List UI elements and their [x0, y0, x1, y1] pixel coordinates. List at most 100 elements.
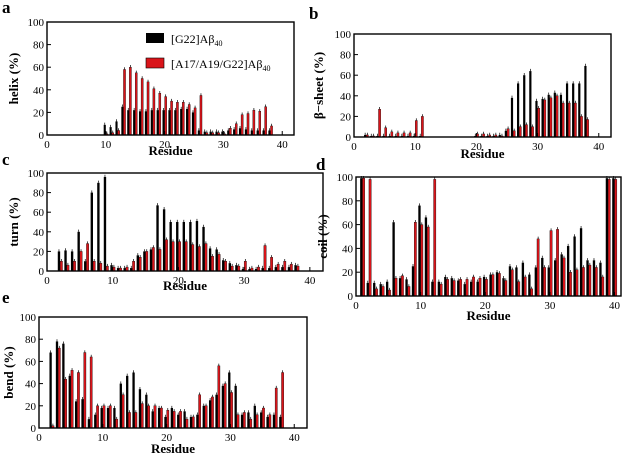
bar-d-s1-r1	[360, 178, 363, 296]
bar-e-s1-r37	[272, 414, 276, 428]
ytick-label-d-100: 100	[337, 172, 354, 184]
bar-e-s1-r36	[266, 416, 269, 428]
bar-d-s1-r31	[554, 260, 557, 296]
bar-d-s2-r25	[517, 281, 521, 297]
bar-a-s1-r23	[180, 109, 183, 135]
legend: [G22]Aβ40 [A17/A19/G22]Aβ40	[145, 32, 270, 73]
bar-e-s1-r32	[240, 414, 244, 428]
bar-e-s1-r26	[202, 405, 205, 428]
bar-b-s2-r5	[384, 127, 387, 138]
bar-e-s2-r5	[70, 370, 74, 429]
bar-c-s2-r4	[73, 261, 76, 272]
bar-e-s2-r19	[160, 407, 163, 429]
bar-a-s1-r35	[250, 130, 253, 135]
bar-d-s1-r2	[366, 282, 369, 296]
ytick-label-a-60: 60	[33, 62, 45, 74]
bar-e-s1-r23	[183, 411, 186, 428]
bar-d-s1-r30	[547, 267, 550, 296]
bar-e-s2-r30	[230, 392, 233, 429]
bar-b-s1-r2	[364, 134, 367, 137]
bar-c-s2-r38	[296, 265, 300, 272]
bar-d-s1-r12	[431, 281, 434, 296]
bar-d-s1-r10	[418, 205, 421, 296]
bar-d-s1-r15	[450, 278, 453, 296]
bar-c-s2-r5	[79, 251, 83, 272]
bar-e-s2-r33	[249, 418, 253, 429]
ytick-label-a-40: 40	[33, 85, 45, 97]
bar-e-s2-r14	[128, 412, 131, 429]
bar-a-s1-r17	[144, 111, 147, 135]
legend-label-series2: [A17/A19/G22]Aβ40	[171, 57, 270, 73]
bar-a-s1-r32	[233, 129, 236, 135]
bar-e-s2-r6	[77, 372, 80, 429]
bar-b-s1-r31	[541, 98, 544, 137]
bar-c-s1-r4	[70, 251, 74, 271]
bar-e-s1-r33	[247, 412, 250, 428]
legend-swatch-series2	[145, 57, 165, 69]
bar-d-s1-r33	[566, 246, 570, 296]
bar-a-s2-r14	[129, 67, 132, 136]
bar-a-s2-r34	[246, 113, 250, 136]
bar-c-s1-r26	[215, 249, 218, 271]
bar-a-s2-r18	[152, 88, 156, 136]
bar-c-s1-r23	[195, 221, 199, 271]
bar-d-s2-r7	[401, 275, 404, 297]
bar-e-s1-r17	[145, 394, 148, 428]
bar-c-s2-r16	[151, 247, 155, 272]
bar-d-s1-r8	[405, 279, 408, 296]
ytick-label-a-80: 80	[33, 40, 45, 52]
bar-e-s2-r29	[223, 383, 227, 429]
xtick-label-a-0: 0	[44, 139, 50, 151]
bar-c-s2-r25	[211, 256, 214, 272]
bar-c-s1-r12	[123, 268, 126, 271]
ytick-label-c-80: 80	[33, 188, 45, 200]
xtick-label-d-40: 40	[609, 300, 621, 312]
bar-c-s2-r17	[158, 249, 162, 272]
bar-e-s1-r21	[170, 408, 173, 428]
bar-a-s1-r15	[133, 110, 136, 135]
bar-e-s1-r31	[234, 385, 237, 428]
bar-b-s2-r6	[390, 131, 394, 138]
panel-e: e 0 10 20 30 40 0 20 40 60 80 100 Residue bend (%)	[1, 288, 308, 455]
bar-a-s1-r13	[121, 106, 124, 135]
bar-b-s2-r38	[586, 119, 589, 138]
xtick-label-a-40: 40	[277, 139, 289, 151]
bar-d-s2-r18	[472, 276, 475, 297]
bar-e-s1-r18	[151, 411, 154, 428]
ytick-label-c-40: 40	[33, 227, 45, 239]
bar-c-s1-r25	[208, 248, 212, 271]
bar-c-s1-r34	[268, 268, 271, 271]
bar-c-s2-r14	[138, 257, 142, 272]
bar-c-s2-r37	[289, 263, 293, 272]
panel-letter-e: e	[2, 288, 10, 307]
bar-c-s2-r15	[145, 251, 149, 272]
bar-b-s1-r26	[510, 97, 514, 137]
bar-e-s2-r3	[57, 347, 61, 429]
bar-d-s2-r24	[510, 269, 514, 297]
bar-b-s2-r37	[580, 116, 583, 138]
legend-label-series1: [G22]Aβ40	[171, 32, 222, 48]
bar-e-s1-r34	[253, 405, 256, 428]
bar-d-s1-r28	[534, 267, 537, 296]
bar-c-s1-r22	[189, 222, 192, 271]
bar-d-s1-r19	[476, 281, 479, 296]
bar-d-s2-r34	[575, 269, 579, 297]
bar-e-s1-r24	[189, 416, 193, 428]
panel-b-bars	[364, 63, 589, 138]
bar-c-s1-r30	[241, 269, 245, 271]
bar-b-s2-r28	[525, 124, 528, 138]
panel-a-ylabel: helix (%)	[6, 53, 21, 105]
bar-e-s2-r12	[115, 418, 119, 429]
bar-d-s1-r4	[379, 284, 382, 296]
xtick-label-e-30: 30	[225, 432, 237, 444]
bar-d-s1-r29	[541, 257, 544, 296]
bar-e-s1-r13	[119, 383, 122, 428]
bar-d-s1-r25	[515, 267, 518, 296]
panel-e-xlabel: Residue	[151, 441, 195, 455]
bar-a-s1-r37	[262, 130, 265, 135]
bar-d-s2-r10	[420, 224, 424, 297]
bar-e-s1-r19	[157, 408, 161, 428]
bar-c-s1-r13	[130, 268, 133, 271]
bar-c-s1-r8	[97, 182, 100, 271]
bar-a-s2-r36	[258, 111, 262, 136]
